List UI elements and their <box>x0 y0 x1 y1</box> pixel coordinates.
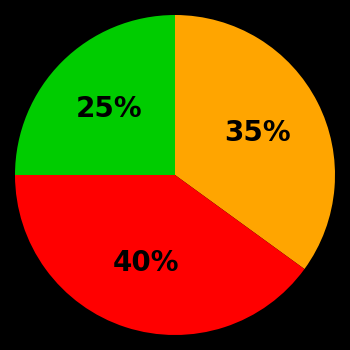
Text: 40%: 40% <box>113 249 180 277</box>
Text: 35%: 35% <box>224 119 291 147</box>
Wedge shape <box>175 15 335 269</box>
Wedge shape <box>15 175 304 335</box>
Text: 25%: 25% <box>76 96 143 124</box>
Wedge shape <box>15 15 175 175</box>
